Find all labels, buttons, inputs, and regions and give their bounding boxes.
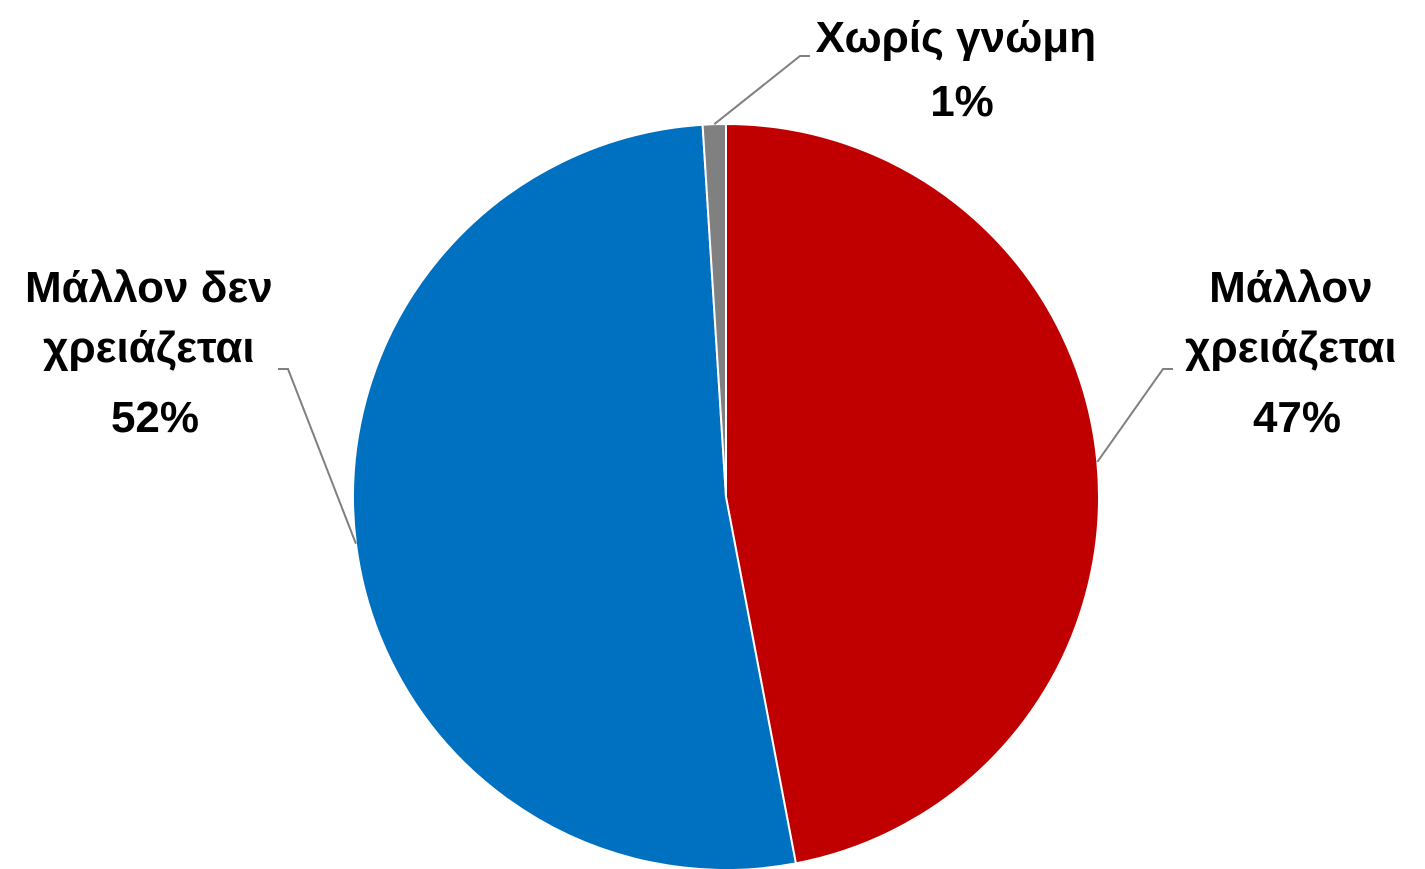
data-label-likely-not-needed-line1: Μάλλον δεν — [25, 263, 273, 312]
data-label-no-opinion: Χωρίς γνώμη 1% — [816, 13, 1109, 126]
data-label-likely-not-needed: Μάλλον δεν χρειάζεται 52% — [25, 263, 285, 442]
data-label-likely-needed-line2: χρειάζεται — [1185, 323, 1397, 372]
leader-lines — [278, 55, 1173, 545]
data-label-likely-needed-value: 47% — [1253, 393, 1341, 442]
leader-line-no-opinion — [713, 55, 810, 125]
data-label-likely-needed: Μάλλον χρειάζεται 47% — [1185, 263, 1409, 442]
pie-slices — [352, 122, 1100, 869]
leader-line-likely-not-needed — [278, 368, 357, 545]
data-label-no-opinion-value: 1% — [930, 77, 994, 126]
data-label-likely-needed-line1: Μάλλον — [1209, 263, 1372, 312]
data-label-no-opinion-line1: Χωρίς γνώμη — [816, 13, 1096, 62]
data-label-likely-not-needed-line2: χρειάζεται — [43, 323, 255, 372]
data-label-likely-not-needed-value: 52% — [111, 393, 199, 442]
pie-slice-no-opinion — [701, 122, 727, 498]
pie-slice-likely-needed — [725, 122, 1100, 865]
leader-line-likely-needed — [1096, 368, 1173, 463]
